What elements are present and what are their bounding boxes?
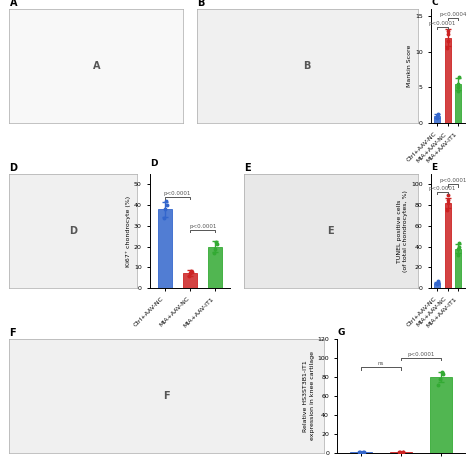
Text: E: E	[244, 164, 250, 173]
Bar	[158, 209, 172, 288]
Text: F: F	[164, 391, 170, 401]
Bar	[445, 38, 451, 123]
Text: p<0.0001: p<0.0001	[439, 178, 467, 183]
Bar	[435, 283, 440, 288]
Y-axis label: Relative HS3ST3B1-IT1
expression in knee cartilage: Relative HS3ST3B1-IT1 expression in knee…	[303, 352, 315, 440]
Text: p<0.0001: p<0.0001	[164, 191, 191, 196]
Text: E: E	[431, 163, 437, 172]
Text: B: B	[303, 61, 311, 71]
Text: p<0.0001: p<0.0001	[189, 224, 217, 229]
Y-axis label: Ki67⁺ chondrocyte (%): Ki67⁺ chondrocyte (%)	[126, 195, 131, 267]
Text: D: D	[150, 159, 157, 168]
Text: C: C	[431, 0, 438, 7]
Text: A: A	[93, 61, 100, 71]
Bar	[350, 452, 372, 453]
Text: D: D	[69, 226, 77, 236]
Bar	[456, 249, 461, 288]
Y-axis label: TUNEL positive cells
(of total chondrocytes, %): TUNEL positive cells (of total chondrocy…	[397, 190, 408, 272]
Bar	[430, 377, 452, 453]
Bar	[390, 452, 412, 453]
Text: p<0.0001: p<0.0001	[429, 186, 456, 191]
Y-axis label: Mankin Score: Mankin Score	[407, 45, 412, 87]
Bar	[435, 116, 440, 123]
Text: A: A	[9, 0, 17, 8]
Bar	[445, 203, 451, 288]
Bar	[183, 274, 197, 288]
Bar	[209, 247, 222, 288]
Text: p<0.0001: p<0.0001	[429, 21, 456, 26]
Text: B: B	[197, 0, 204, 8]
Text: p<0.0004: p<0.0004	[439, 12, 467, 17]
Text: D: D	[9, 164, 18, 173]
Text: F: F	[9, 328, 16, 338]
Text: ns: ns	[378, 361, 384, 366]
Bar	[456, 84, 461, 123]
Text: E: E	[328, 226, 334, 236]
Text: p<0.0001: p<0.0001	[407, 352, 435, 357]
Text: G: G	[337, 328, 345, 337]
